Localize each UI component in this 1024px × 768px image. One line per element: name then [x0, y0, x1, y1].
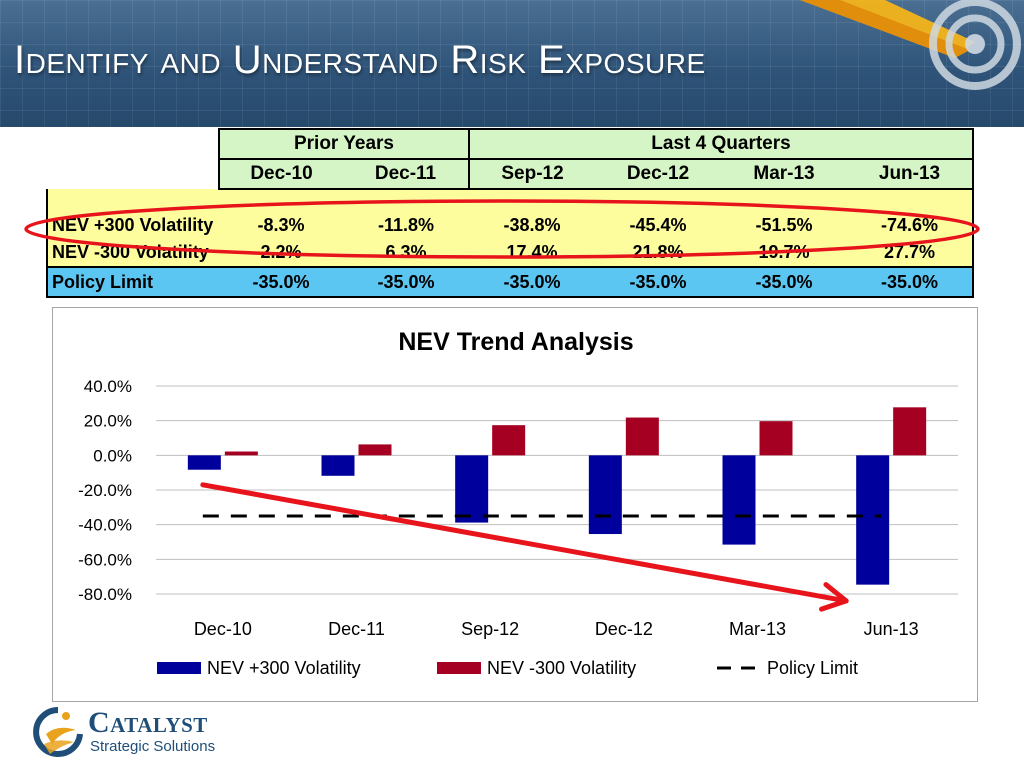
- table-cell: 21.8%: [595, 239, 721, 267]
- trend-arrow: [200, 482, 849, 612]
- table-cell: 27.7%: [847, 239, 974, 267]
- table-cell: -35.0%: [469, 266, 595, 298]
- table-cell: 6.3%: [343, 239, 469, 267]
- table-cell: -38.8%: [469, 211, 595, 239]
- y-tick-label: 40.0%: [84, 377, 132, 396]
- period-header: Dec-12: [595, 158, 721, 190]
- group-header-row: Prior Years Last 4 Quarters: [47, 128, 974, 160]
- bar-nev-plus-300: [321, 455, 355, 476]
- catalyst-emblem-icon: [33, 707, 83, 757]
- logo-name: Catalyst: [88, 706, 208, 739]
- period-header: Dec-11: [343, 158, 470, 190]
- legend-item-nev-minus-300-swatch: [437, 662, 481, 674]
- table-corner: [47, 159, 219, 189]
- x-tick-label: Sep-12: [461, 619, 519, 639]
- trend-arrow-shaft: [200, 482, 849, 604]
- legend-item-policy-limit-label: Policy Limit: [767, 658, 858, 678]
- table-cell: -8.3%: [219, 211, 343, 239]
- table-cell: 2.2%: [219, 239, 343, 267]
- period-header: Sep-12: [469, 158, 595, 190]
- table-cell: -35.0%: [219, 266, 343, 298]
- table-row-nev-plus-300: NEV +300 Volatility -8.3% -11.8% -38.8% …: [46, 211, 974, 239]
- gridlines: [156, 385, 958, 595]
- table-cell: -35.0%: [721, 266, 847, 298]
- spacer-cell: [343, 189, 469, 211]
- table-cell: -51.5%: [721, 211, 847, 239]
- y-tick-label: -60.0%: [78, 550, 132, 569]
- legend-item-nev-plus-300-swatch: [157, 662, 201, 674]
- table-cell: -35.0%: [343, 266, 469, 298]
- page-title: Identify and Understand Risk Exposure: [14, 38, 706, 82]
- spacer-cell: [469, 189, 595, 211]
- catalyst-logo: Catalyst Strategic Solutions: [30, 704, 250, 764]
- period-header: Jun-13: [847, 158, 974, 190]
- table-corner: [47, 129, 219, 159]
- bar-series: [187, 407, 927, 585]
- banner-grid-pattern: [0, 0, 1024, 127]
- legend-item-nev-minus-300-label: NEV -300 Volatility: [487, 658, 636, 678]
- x-tick-label: Jun-13: [864, 619, 919, 639]
- x-axis-ticks: Dec-10 Dec-11 Sep-12 Dec-12 Mar-13 Jun-13: [194, 619, 919, 639]
- table-cell: -11.8%: [343, 211, 469, 239]
- period-header: Dec-10: [218, 158, 343, 190]
- table-row-policy-limit: Policy Limit -35.0% -35.0% -35.0% -35.0%…: [46, 266, 974, 298]
- period-header-row: Dec-10 Dec-11 Sep-12 Dec-12 Mar-13 Jun-1…: [47, 158, 974, 190]
- row-label: NEV +300 Volatility: [46, 211, 219, 239]
- bar-nev-minus-300: [492, 425, 526, 456]
- table-cell: -35.0%: [847, 266, 974, 298]
- bar-nev-minus-300: [759, 421, 793, 456]
- x-tick-label: Mar-13: [729, 619, 786, 639]
- x-tick-label: Dec-11: [328, 619, 385, 639]
- table-spacer-row: [46, 189, 974, 211]
- row-label: NEV -300 Volatility: [46, 239, 219, 267]
- spacer-cell: [847, 189, 974, 211]
- bar-nev-minus-300: [224, 451, 258, 456]
- legend-item-nev-plus-300-label: NEV +300 Volatility: [207, 658, 361, 678]
- nev-trend-chart: NEV Trend Analysis 40.0% 20.0% 0.0% -20.0% -…: [52, 307, 978, 702]
- title-banner: Identify and Understand Risk Exposure: [0, 0, 1024, 127]
- table-cell: -45.4%: [595, 211, 721, 239]
- bar-nev-minus-300: [358, 444, 392, 456]
- table-cell: 17.4%: [469, 239, 595, 267]
- spacer-cell: [595, 189, 721, 211]
- spacer-cell: [219, 189, 343, 211]
- bar-nev-plus-300: [722, 455, 756, 545]
- y-tick-label: -40.0%: [78, 516, 132, 535]
- table-cell: -35.0%: [595, 266, 721, 298]
- chart-title: NEV Trend Analysis: [398, 328, 633, 356]
- bar-nev-plus-300: [588, 455, 622, 535]
- bar-nev-plus-300: [455, 455, 489, 523]
- bar-nev-minus-300: [625, 417, 659, 456]
- logo-tagline: Strategic Solutions: [90, 738, 216, 755]
- table-cell: 19.7%: [721, 239, 847, 267]
- nev-volatility-table: Prior Years Last 4 Quarters Dec-10 Dec-1…: [46, 128, 974, 298]
- y-tick-label: -80.0%: [78, 585, 132, 604]
- bar-nev-plus-300: [856, 455, 890, 585]
- trend-arrow-head: [818, 582, 849, 612]
- table-cell: -74.6%: [847, 211, 974, 239]
- spacer-cell: [46, 189, 219, 211]
- table-row-nev-minus-300: NEV -300 Volatility 2.2% 6.3% 17.4% 21.8…: [46, 239, 974, 267]
- y-tick-label: 20.0%: [84, 412, 132, 431]
- x-tick-label: Dec-10: [194, 619, 252, 639]
- group-header-prior-years: Prior Years: [218, 128, 470, 160]
- period-header: Mar-13: [721, 158, 847, 190]
- y-axis-ticks: 40.0% 20.0% 0.0% -20.0% -40.0% -60.0% -80.0%: [78, 377, 132, 604]
- group-header-last-4-quarters: Last 4 Quarters: [468, 128, 974, 160]
- y-tick-label: -20.0%: [78, 481, 132, 500]
- spacer-cell: [721, 189, 847, 211]
- chart-canvas: NEV Trend Analysis 40.0% 20.0% 0.0% -20.0% -…: [78, 328, 958, 678]
- chart-legend: NEV +300 Volatility NEV -300 Volatility Po…: [157, 658, 858, 678]
- bar-nev-plus-300: [187, 455, 221, 470]
- y-tick-label: 0.0%: [93, 446, 132, 465]
- x-tick-label: Dec-12: [595, 619, 653, 639]
- row-label: Policy Limit: [46, 266, 219, 298]
- bar-nev-minus-300: [893, 407, 927, 456]
- target-arrow-icon: [800, 0, 1021, 90]
